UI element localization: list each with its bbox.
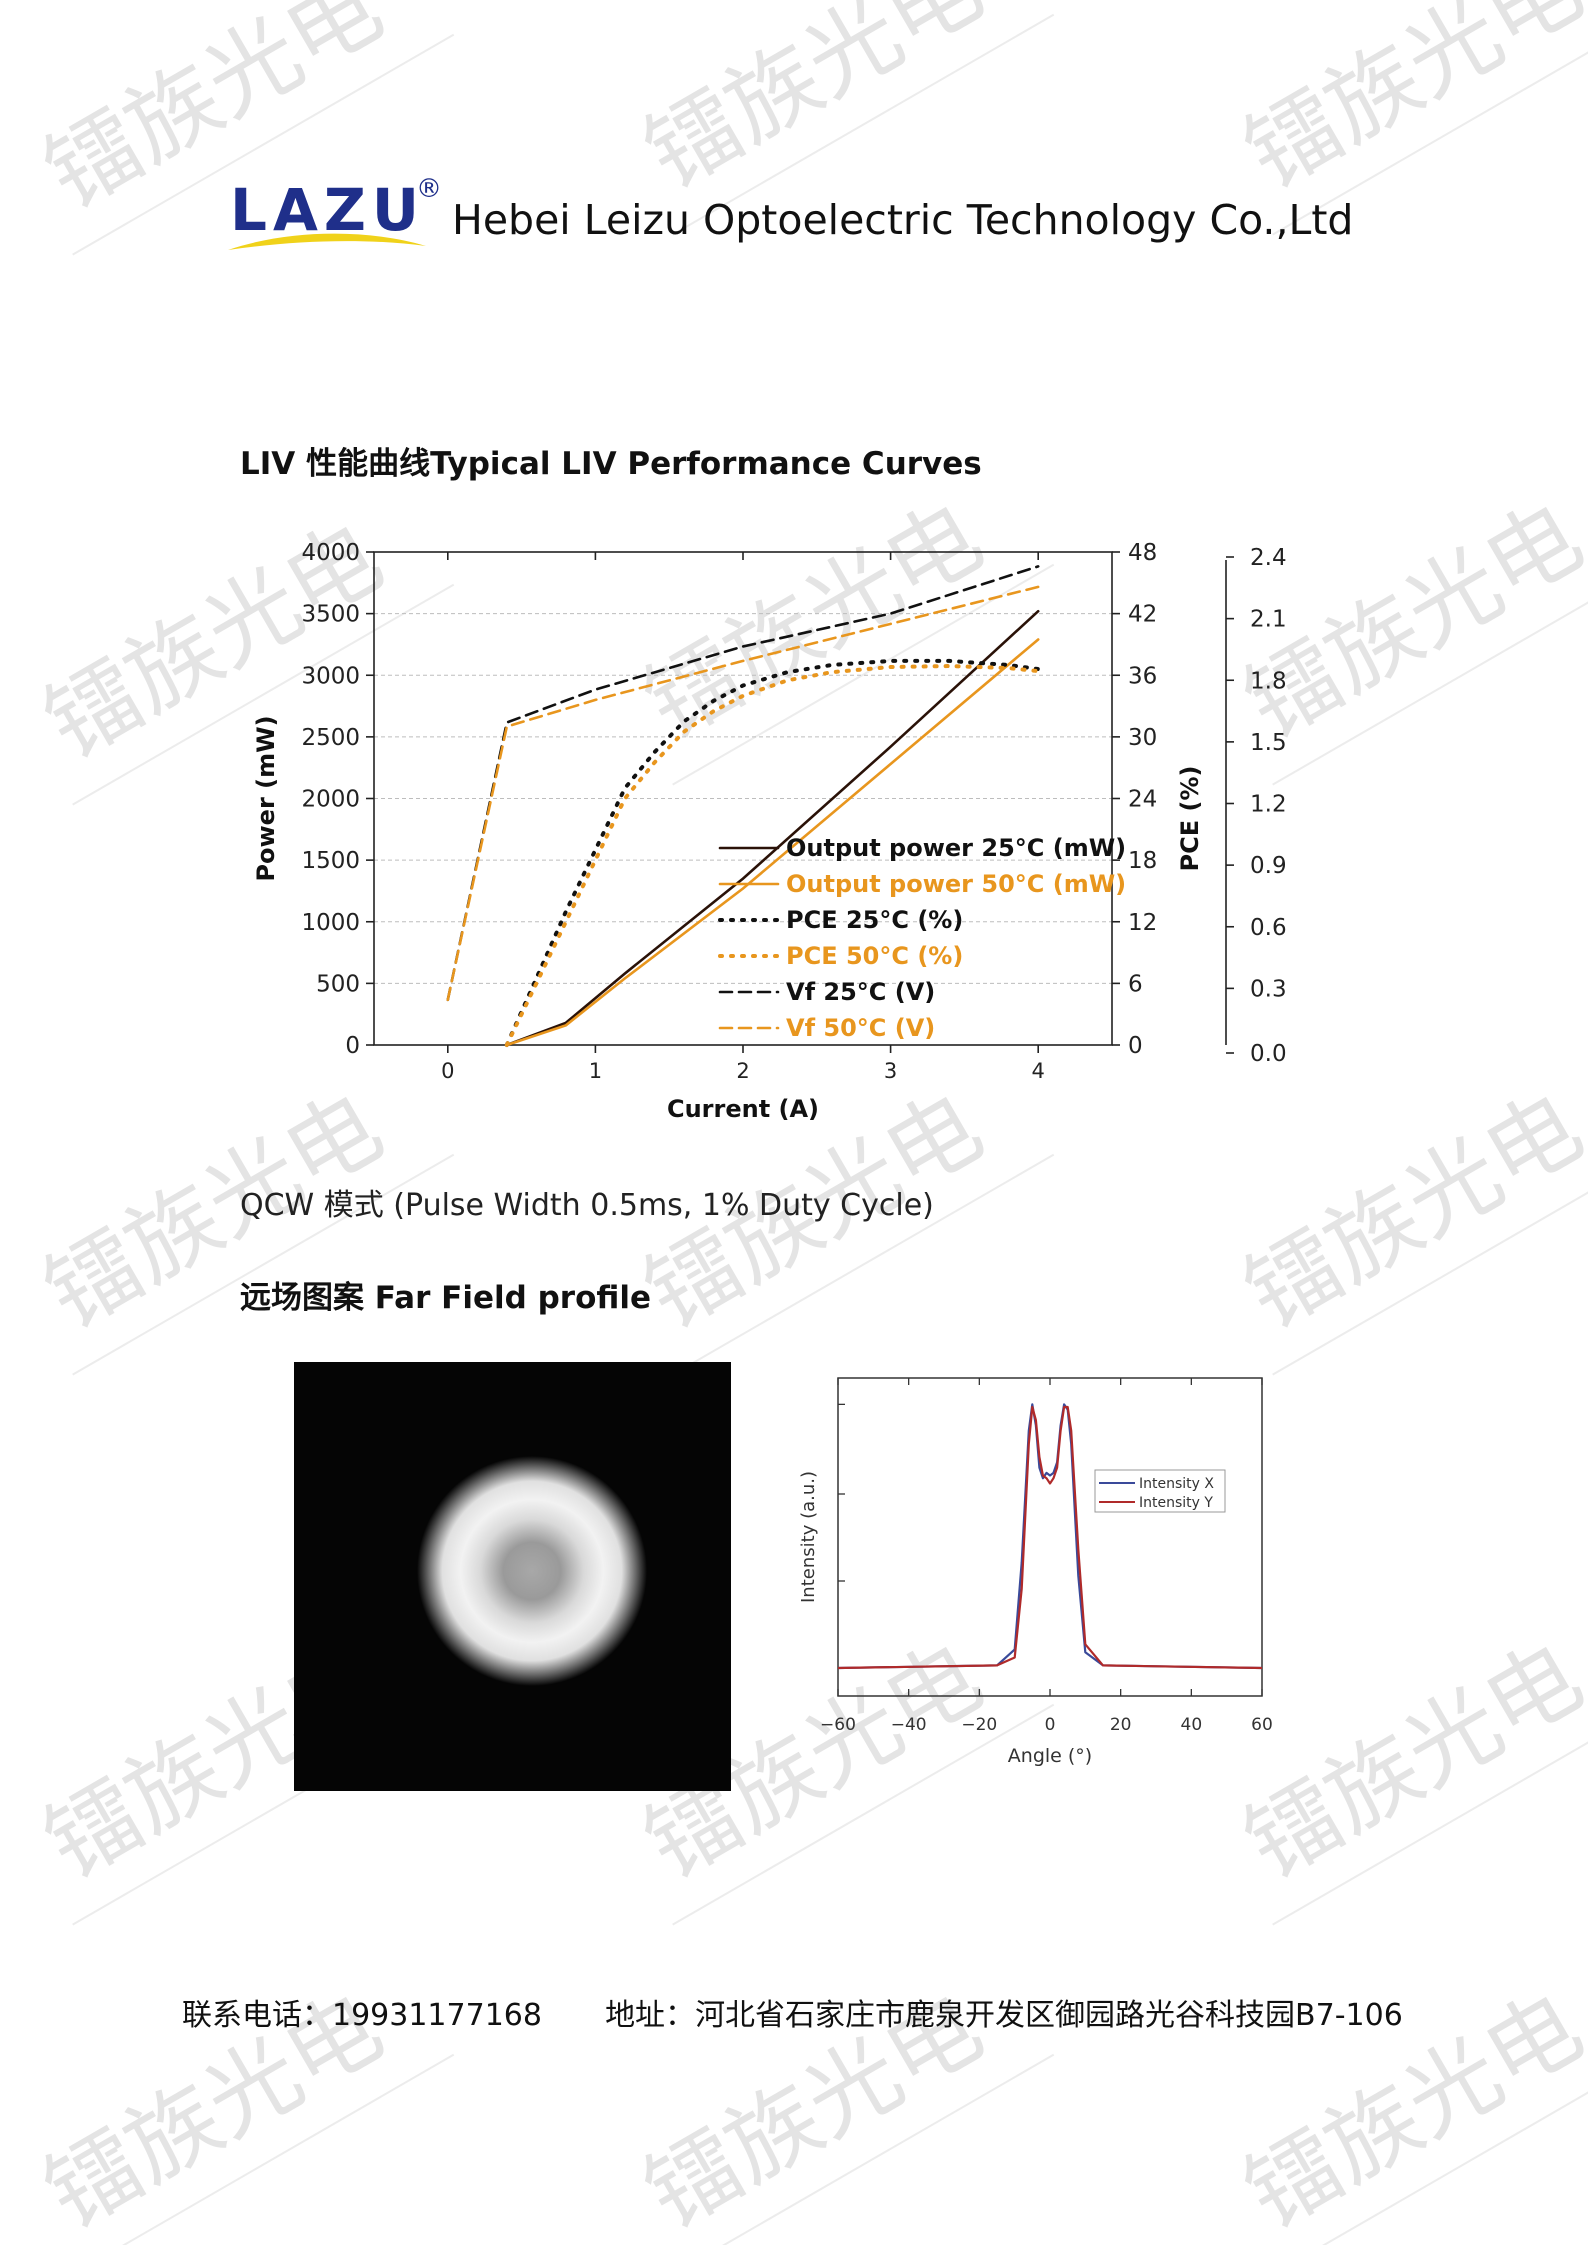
- ff-x-tick-label: −20: [961, 1715, 997, 1735]
- y-tick-label: 0: [345, 1033, 360, 1059]
- ff-x-tick-label: −60: [820, 1715, 856, 1735]
- y-tick-label: 1500: [301, 848, 360, 874]
- ff-series-line-1: [837, 1405, 1263, 1670]
- y3-tick-label: 2.4: [1250, 545, 1287, 571]
- ff-x-tick-label: 0: [1045, 1715, 1056, 1735]
- ff-legend: Intensity X Intensity Y: [1094, 1469, 1226, 1513]
- watermark-line: [1272, 1153, 1588, 1376]
- address-label: 地址：: [605, 1998, 696, 2033]
- watermark-text: 镭族光电: [1228, 0, 1588, 209]
- y3-tick-label: 1.8: [1250, 668, 1287, 694]
- y-axis-label: Power (mW): [252, 715, 280, 881]
- y2-tick-label: 6: [1128, 971, 1143, 997]
- ff-x-tick-label: 20: [1110, 1715, 1132, 1735]
- y3-tick-label: 0.9: [1250, 853, 1287, 879]
- y3-tick-label: 0.0: [1250, 1041, 1287, 1067]
- y2-tick-label: 36: [1128, 663, 1157, 689]
- y-tick-label: 2500: [301, 725, 360, 751]
- legend-label-5: Vf 50°C (V): [786, 1014, 935, 1042]
- watermark-line: [72, 2053, 455, 2245]
- company-logo: LAZU ®: [226, 174, 442, 258]
- x-tick-label: 0: [441, 1059, 454, 1083]
- y2-tick-label: 30: [1128, 725, 1157, 751]
- y3-tick-label: 0.3: [1250, 976, 1287, 1002]
- ff-x-tick-label: −40: [891, 1715, 927, 1735]
- legend-label-0: Output power 25°C (mW): [786, 834, 1126, 862]
- y3-tick-label: 2.1: [1250, 607, 1287, 633]
- y-tick-label: 4000: [301, 540, 360, 566]
- ff-plot-frame: [837, 1377, 1263, 1697]
- watermark-line: [1272, 2053, 1588, 2245]
- phone-number: 19931177168: [332, 1998, 542, 2033]
- ff-legend-box: [1094, 1469, 1226, 1513]
- x-tick-label: 3: [884, 1059, 897, 1083]
- ff-x-tick-label: 60: [1251, 1715, 1273, 1735]
- ff-legend-label-0: Intensity X: [1139, 1476, 1214, 1492]
- y2-tick-label: 24: [1128, 787, 1157, 813]
- y-tick-label: 1000: [301, 910, 360, 936]
- series-line-5: [446, 585, 1040, 1002]
- watermark-line: [672, 2053, 1055, 2245]
- y-tick-label: 500: [316, 971, 360, 997]
- far-field-section-title: 远场图案 Far Field profile: [240, 1280, 651, 1316]
- ff-x-tick-label: 40: [1181, 1715, 1203, 1735]
- qcw-mode-note: QCW 模式 (Pulse Width 0.5ms, 1% Duty Cycle…: [240, 1188, 934, 1223]
- x-tick-label: 2: [736, 1059, 749, 1083]
- y3-tick-label: 0.6: [1250, 915, 1287, 941]
- y-tick-label: 3000: [301, 663, 360, 689]
- y2-axis-label: PCE (%): [1176, 766, 1204, 872]
- far-field-beam-image: [294, 1362, 731, 1791]
- company-name: Hebei Leizu Optoelectric Technology Co.,…: [452, 196, 1354, 244]
- series-line-4: [446, 565, 1040, 1002]
- x-axis-label: Current (A): [667, 1095, 819, 1120]
- y-tick-label: 3500: [301, 602, 360, 628]
- ff-x-axis-label: Angle (°): [1008, 1745, 1092, 1767]
- ff-legend-label-1: Intensity Y: [1139, 1495, 1213, 1511]
- ff-y-axis-label: Intensity (a.u.): [798, 1471, 819, 1603]
- far-field-profile-chart: −60 −40 −20 0 20 40 60 Angle (°) Intensity (a.u.…: [798, 1377, 1273, 1767]
- y2-tick-label: 48: [1128, 540, 1157, 566]
- beam-spot-icon: [417, 1456, 647, 1686]
- legend-label-1: Output power 50°C (mW): [786, 870, 1126, 898]
- liv-section-title: LIV 性能曲线Typical LIV Performance Curves: [240, 446, 982, 482]
- watermark-line: [1272, 563, 1588, 786]
- x-tick-label: 4: [1032, 1059, 1045, 1083]
- legend-label-3: PCE 50°C (%): [786, 942, 963, 970]
- y2-tick-label: 42: [1128, 602, 1157, 628]
- footer-contact: 联系电话：19931177168 地址：河北省石家庄市鹿泉开发区御园路光谷科技园…: [182, 1990, 1403, 2034]
- y2-tick-label: 0: [1128, 1033, 1143, 1059]
- watermark-text: 镭族光电: [628, 0, 1000, 209]
- x-tick-label: 1: [589, 1059, 602, 1083]
- y-tick-label: 2000: [301, 787, 360, 813]
- legend-label-2: PCE 25°C (%): [786, 906, 963, 934]
- phone-label: 联系电话：: [182, 1998, 332, 2033]
- watermark-line: [1272, 1703, 1588, 1926]
- registered-mark: ®: [416, 174, 442, 204]
- plot-frame: [373, 551, 1113, 1046]
- y2-tick-label: 12: [1128, 910, 1157, 936]
- ff-series-line-0: [837, 1403, 1263, 1670]
- logo-text: LAZU: [230, 176, 425, 244]
- legend-label-4: Vf 25°C (V): [786, 978, 935, 1006]
- address-text: 河北省石家庄市鹿泉开发区御园路光谷科技园B7-106: [695, 1998, 1403, 2033]
- y3-tick-label: 1.2: [1250, 792, 1287, 818]
- y2-tick-label: 18: [1128, 848, 1157, 874]
- y3-tick-label: 1.5: [1250, 730, 1287, 756]
